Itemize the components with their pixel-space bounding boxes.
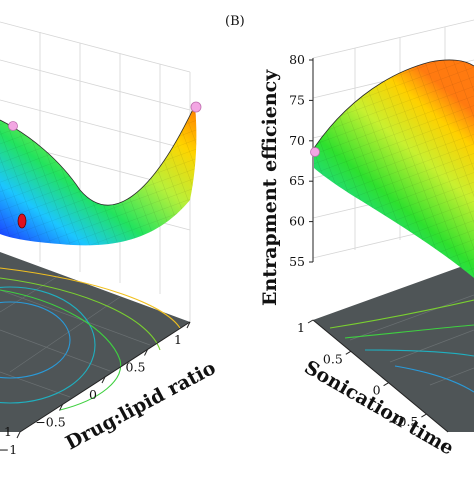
panel-b-mesh — [314, 59, 474, 279]
panel-a-x-tick-label: 0 — [89, 387, 97, 402]
panel-a-x-tick-mark — [186, 321, 191, 329]
panel-a-marker-right — [190, 101, 202, 113]
panel-b-x-tick-label: 0 — [373, 383, 381, 398]
panel-b-z-tick-label: 65 — [289, 173, 305, 188]
panel-b-x-ticks: 1 0.5 0 −0.5 — [297, 319, 427, 429]
panel-a-contours — [0, 267, 181, 411]
panel-a-x-tick-mark — [59, 404, 63, 411]
panel-b-z-ticks: 80 75 70 65 60 55 — [289, 52, 313, 269]
panel-b-z-tick-label: 75 — [289, 92, 305, 107]
panel-b-x-tick-label: 0.5 — [323, 351, 343, 366]
panel-a-x-ticks: 1 0.5 0 −0.5 −1 1 — [0, 321, 191, 457]
panel-a-x-tick-label: −1 — [0, 442, 17, 457]
panel-b-z-tick-label: 70 — [289, 133, 305, 148]
panel-b-x-tick-label: 1 — [297, 320, 305, 335]
panel-a-surface-edge — [0, 104, 196, 206]
panel-b-x-axis — [312, 319, 449, 433]
panel-b-x-tick-label: −0.5 — [388, 414, 418, 429]
panel-b: (B) 80 75 70 65 60 55 Entrapment efficiency — [225, 14, 474, 460]
panel-b-z-tick-label: 55 — [289, 254, 305, 269]
panel-a-mesh — [0, 105, 197, 246]
panel-b-z-tick-label: 60 — [289, 214, 305, 229]
panel-b-x-tick-mark — [345, 350, 352, 355]
panel-b-x-tick-mark — [383, 382, 389, 387]
panel-b-z-tick-label: 80 — [289, 52, 305, 67]
panel-a-marker-center — [17, 213, 27, 229]
panel-b-floor-grid — [349, 294, 474, 386]
panel-a: 10.50−0.5−11 Drug:lipid ratio — [0, 21, 219, 457]
panel-b-floor — [313, 262, 474, 432]
panel-a-x-tick-mark — [16, 431, 21, 439]
panel-a-x-tick-label: −0.5 — [35, 415, 65, 430]
panel-b-x-tick-mark — [307, 319, 314, 324]
panel-a-x-tick-mark — [144, 349, 148, 356]
panel-a-x-tick-label: 0.5 — [126, 360, 146, 375]
panel-a-x-tick-mark — [101, 376, 106, 384]
panel-b-z-label: Entrapment efficiency — [259, 69, 281, 306]
panel-b-marker — [310, 147, 320, 157]
panel-b-contours — [329, 299, 474, 393]
panel-b-x-tick-mark — [421, 413, 427, 418]
panel-a-x-tick-label: 1 — [174, 332, 182, 347]
panel-b-surface-edge — [313, 59, 474, 149]
panel-b-label: (B) — [225, 14, 245, 29]
panel-a-y-tick-label: 1 — [4, 424, 12, 439]
panel-a-marker-left — [8, 121, 18, 131]
